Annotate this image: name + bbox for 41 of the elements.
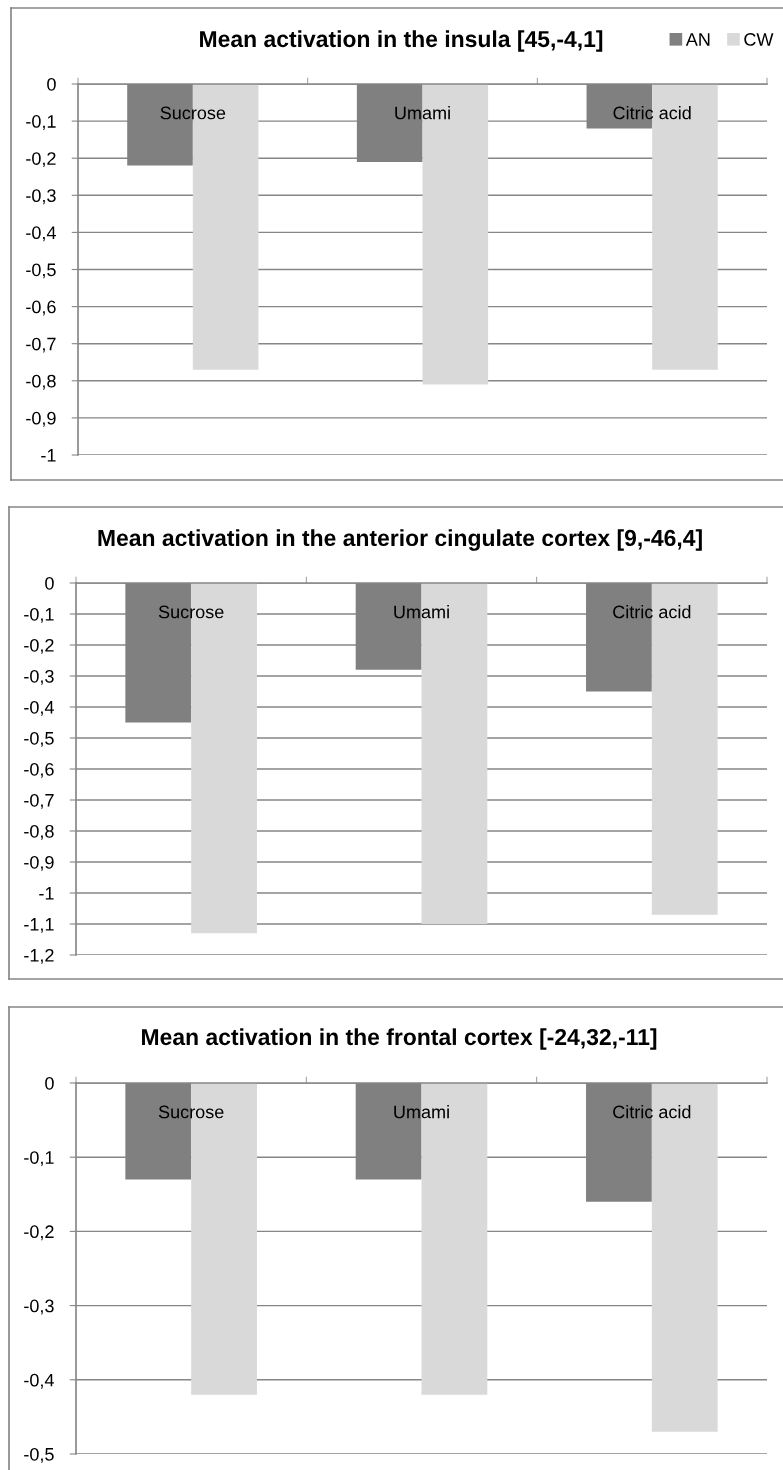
y-tick-label: -1 bbox=[41, 449, 56, 462]
y-tick-label: -0,6 bbox=[24, 762, 54, 778]
y-tick-label: -0,1 bbox=[24, 607, 54, 623]
y-tick-label: -0,7 bbox=[26, 337, 56, 353]
y-tick-label: -1,2 bbox=[24, 948, 54, 964]
y-tick-label: -0,8 bbox=[24, 824, 54, 840]
y-tick-label: -0,4 bbox=[24, 700, 54, 716]
chart-title: Mean activation in the frontal cortex [-24,32,-11] bbox=[142, 1028, 657, 1050]
y-tick-label: -0,9 bbox=[26, 411, 56, 427]
y-tick-label: -0,2 bbox=[26, 152, 56, 168]
y-tick-label: -0,3 bbox=[26, 189, 56, 205]
y-tick-label: -0,6 bbox=[26, 300, 56, 316]
y-tick-label: -0,5 bbox=[24, 1447, 54, 1463]
x-tick-label: Umami bbox=[394, 1105, 449, 1119]
x-tick-label: Umami bbox=[394, 605, 449, 619]
y-tick-label: -0,8 bbox=[26, 374, 56, 390]
y-tick-label: -1 bbox=[39, 887, 54, 900]
legend-label: CW bbox=[744, 33, 774, 46]
y-tick-label: -0,3 bbox=[24, 669, 54, 685]
x-tick-label: Sucrose bbox=[158, 1105, 224, 1119]
y-tick-label: -1,1 bbox=[24, 918, 54, 933]
y-tick-label: 0 bbox=[45, 576, 54, 590]
y-tick-label: -0,4 bbox=[26, 226, 56, 242]
chart-title: Mean activation in the anterior cingulate cortex [9,-46,4] bbox=[98, 529, 702, 551]
y-tick-label: -0,3 bbox=[24, 1299, 54, 1315]
y-tick-label: -0,2 bbox=[24, 638, 54, 654]
x-tick-label: Sucrose bbox=[158, 605, 224, 619]
y-tick-label: -0,2 bbox=[24, 1225, 54, 1241]
chart-title: Mean activation in the insula [45,-4,1] bbox=[200, 30, 603, 52]
y-tick-label: -0,9 bbox=[24, 855, 54, 871]
legend-label: AN bbox=[685, 33, 710, 46]
y-tick-label: 0 bbox=[47, 77, 56, 91]
y-tick-label: -0,4 bbox=[24, 1373, 54, 1389]
x-tick-label: Umami bbox=[395, 106, 450, 120]
y-tick-label: -0,1 bbox=[26, 115, 56, 130]
y-tick-label: -0,5 bbox=[24, 731, 54, 747]
y-tick-label: -0,7 bbox=[24, 793, 54, 809]
y-tick-label: 0 bbox=[45, 1076, 54, 1090]
y-tick-label: -0,1 bbox=[24, 1151, 54, 1167]
x-tick-label: Sucrose bbox=[160, 106, 226, 120]
y-tick-label: -0,5 bbox=[26, 263, 56, 279]
